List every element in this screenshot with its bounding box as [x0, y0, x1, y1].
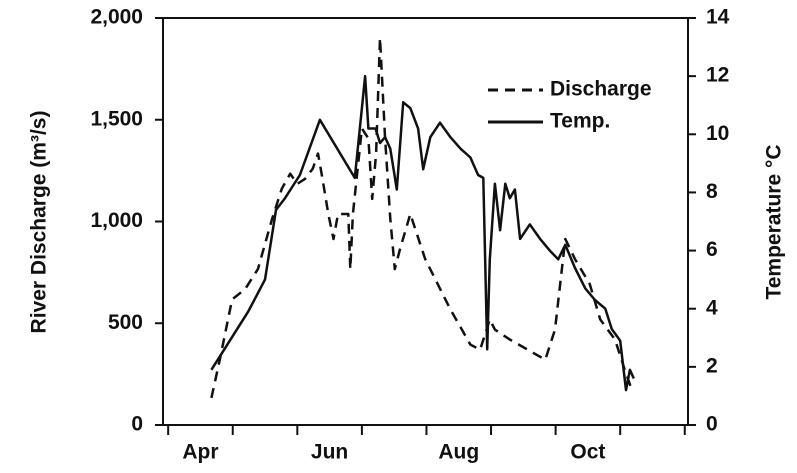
y2-tick-label: 10	[706, 122, 729, 145]
y-tick-label: 0	[131, 413, 143, 436]
series-line	[210, 74, 635, 392]
x-tick-label: Oct	[570, 441, 605, 464]
x-tick-label: Jun	[311, 441, 348, 464]
y-tick-label: 1,500	[90, 107, 143, 130]
y-tick-label: 500	[108, 311, 143, 334]
y-tick-label: 1,000	[90, 209, 143, 232]
legend-label: Temp.	[550, 110, 610, 133]
y2-tick-label: 14	[706, 6, 730, 29]
y2-tick-label: 2	[706, 354, 718, 377]
y2-tick-label: 8	[706, 180, 718, 203]
x-tick-label: Aug	[438, 441, 479, 464]
x-tick-label: Apr	[182, 441, 218, 464]
y-tick-label: 2,000	[90, 6, 143, 29]
y2-axis-label: Temperature °C	[763, 144, 786, 299]
y2-tick-label: 4	[706, 296, 718, 319]
y2-tick-label: 0	[706, 413, 718, 436]
y2-tick-label: 12	[706, 64, 729, 87]
series-line	[210, 36, 633, 399]
y-axis-label: River Discharge (m³/s)	[28, 111, 51, 334]
y2-tick-label: 6	[706, 238, 718, 261]
legend-label: Discharge	[550, 78, 652, 101]
